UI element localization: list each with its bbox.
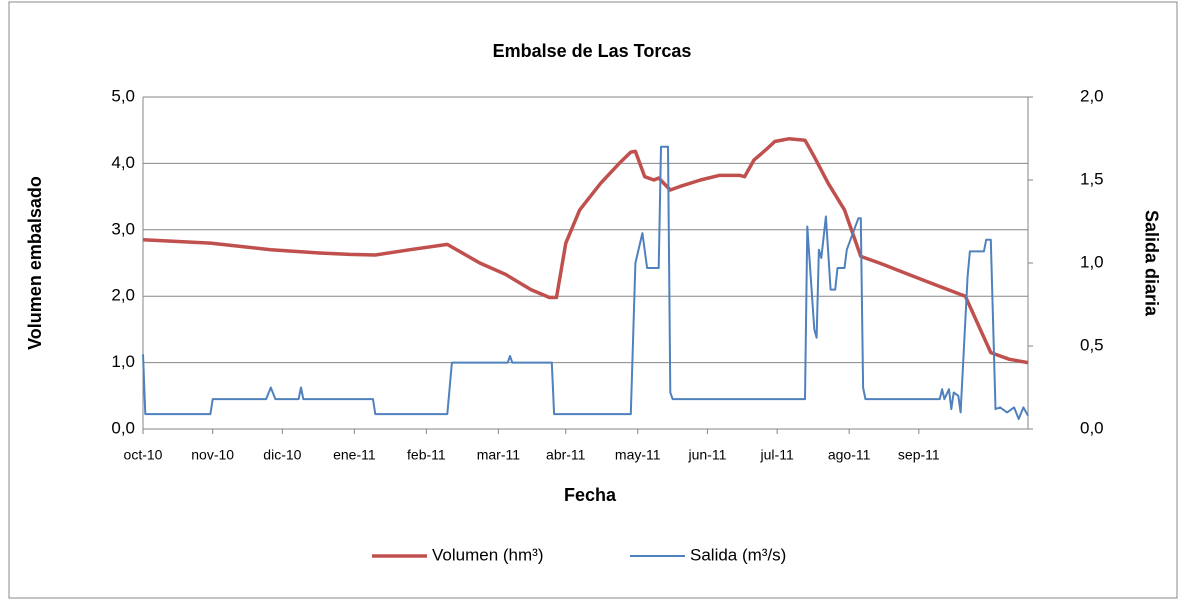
y-axis-label: Volumen embalsado [25,176,45,350]
x-tick-label: dic-10 [263,447,301,463]
x-tick-label: jun-11 [688,447,727,463]
y2-tick-label: 1,0 [1080,252,1104,271]
x-tick-label: ago-11 [828,447,871,463]
x-tick-label: feb-11 [407,447,446,463]
x-tick-label: jul-11 [760,447,794,463]
y-tick-label: 0,0 [111,418,135,437]
x-tick-label: oct-10 [124,447,163,463]
chart-title: Embalse de Las Torcas [493,41,692,61]
x-tick-label: sep-11 [898,447,940,463]
series-line [142,145,1029,420]
y-tick-label: 5,0 [111,86,135,105]
y-tick-label: 3,0 [111,219,135,238]
x-tick-label: ene-11 [333,447,376,463]
x-tick-label: mar-11 [477,447,521,463]
chart-border [8,1,1178,599]
x-tick-label: nov-10 [191,447,234,463]
y-tick-label: 1,0 [111,352,135,371]
y2-tick-label: 2,0 [1080,86,1104,105]
x-tick-label: may-11 [615,447,661,463]
y2-axis-label: Salida diaria [1141,210,1161,317]
x-tick-label: abr-11 [546,447,586,463]
y2-tick-label: 1,5 [1080,169,1104,188]
legend-label: Salida (m³/s) [690,545,786,564]
y2-tick-label: 0,5 [1080,335,1104,354]
series-line [142,137,1029,365]
y-tick-label: 4,0 [111,153,135,172]
y2-tick-label: 0,0 [1080,418,1104,437]
x-axis-label: Fecha [564,485,617,505]
legend-label: Volumen (hm³) [432,545,543,564]
y-tick-label: 2,0 [111,286,135,305]
